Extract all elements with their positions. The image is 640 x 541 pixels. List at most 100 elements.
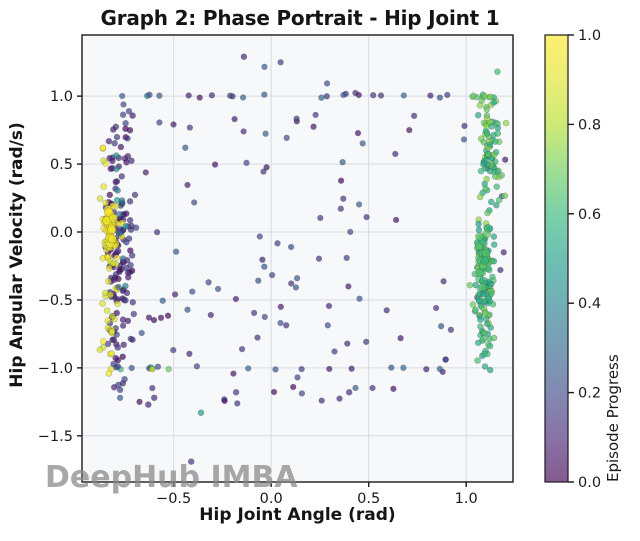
data-point <box>104 317 112 325</box>
data-point <box>427 92 434 99</box>
data-point <box>460 136 468 143</box>
data-point <box>129 336 136 344</box>
data-point <box>256 233 263 240</box>
data-point <box>116 266 123 274</box>
data-point <box>274 240 281 247</box>
data-point <box>494 124 502 132</box>
data-point <box>498 172 506 179</box>
data-point <box>490 241 498 248</box>
data-point <box>261 313 268 321</box>
data-point <box>136 398 143 405</box>
data-point <box>126 217 134 224</box>
data-point <box>221 397 228 405</box>
data-point <box>483 106 491 113</box>
data-point <box>191 199 198 206</box>
data-point <box>123 210 130 217</box>
data-point <box>339 159 346 166</box>
data-point <box>99 300 106 307</box>
data-point <box>390 385 397 392</box>
data-point <box>356 295 363 302</box>
data-point <box>214 285 222 293</box>
data-point <box>106 265 113 272</box>
data-point <box>239 94 247 101</box>
data-point <box>436 365 443 373</box>
data-point <box>437 323 445 330</box>
data-point <box>355 201 363 208</box>
data-point <box>138 329 145 337</box>
data-point <box>259 256 266 263</box>
data-point <box>480 256 489 265</box>
data-point <box>485 151 492 158</box>
data-point <box>383 307 390 314</box>
data-point <box>107 234 117 244</box>
data-point <box>102 289 109 297</box>
data-point <box>150 316 158 324</box>
data-point <box>476 193 484 201</box>
data-point <box>490 334 498 342</box>
data-point <box>165 366 172 373</box>
data-point <box>312 111 319 119</box>
data-point <box>480 335 488 343</box>
colorbar-tick-label: 1.0 <box>578 28 601 44</box>
y-tick-label: −0.5 <box>38 293 73 309</box>
data-point <box>145 314 153 321</box>
data-point <box>185 92 192 99</box>
data-point <box>277 319 284 327</box>
data-point <box>231 115 238 123</box>
data-point <box>461 122 468 130</box>
data-point <box>108 350 115 357</box>
data-point <box>487 93 494 100</box>
data-point <box>240 128 247 135</box>
data-point <box>369 384 376 392</box>
data-point <box>112 178 119 186</box>
data-point <box>114 363 122 370</box>
data-point <box>100 157 107 164</box>
data-point <box>99 254 106 262</box>
data-point <box>363 213 370 221</box>
data-point <box>122 125 129 133</box>
data-point <box>261 91 268 98</box>
data-point <box>388 364 395 371</box>
colorbar-tick-label: 0.8 <box>578 117 601 133</box>
colorbar-tick-label: 0.4 <box>578 296 601 312</box>
data-point <box>261 263 268 270</box>
data-point <box>500 249 507 256</box>
x-tick-label: 0.5 <box>357 491 380 507</box>
data-point <box>156 119 163 126</box>
data-point <box>115 275 122 283</box>
data-point <box>345 283 352 290</box>
data-point <box>359 140 366 147</box>
data-point <box>245 365 252 372</box>
data-point <box>156 92 163 99</box>
data-point <box>336 395 343 402</box>
chart-title: Graph 2: Phase Portrait - Hip Joint 1 <box>100 6 500 30</box>
data-point <box>318 397 325 404</box>
data-point <box>124 152 132 160</box>
data-point <box>113 165 120 173</box>
y-tick-label: −1.5 <box>38 429 73 445</box>
data-point <box>337 205 344 212</box>
data-point <box>432 304 440 312</box>
data-point <box>118 173 126 180</box>
data-point <box>142 169 150 176</box>
data-point <box>355 91 362 99</box>
data-point <box>120 101 127 108</box>
data-point <box>105 370 113 377</box>
data-point <box>107 291 114 299</box>
data-point <box>352 384 359 392</box>
colorbar-tick-label: 0.6 <box>578 207 601 223</box>
scatter-points <box>96 53 510 465</box>
data-point <box>108 213 118 223</box>
y-tick-label: 0.5 <box>50 157 73 173</box>
data-point <box>100 183 107 190</box>
data-point <box>272 366 279 373</box>
data-point <box>153 229 161 236</box>
data-point <box>243 159 250 167</box>
data-point <box>323 93 330 100</box>
data-point <box>129 112 136 119</box>
data-point <box>145 401 152 408</box>
data-point <box>128 267 136 275</box>
data-point <box>337 177 345 184</box>
data-point <box>130 310 138 318</box>
